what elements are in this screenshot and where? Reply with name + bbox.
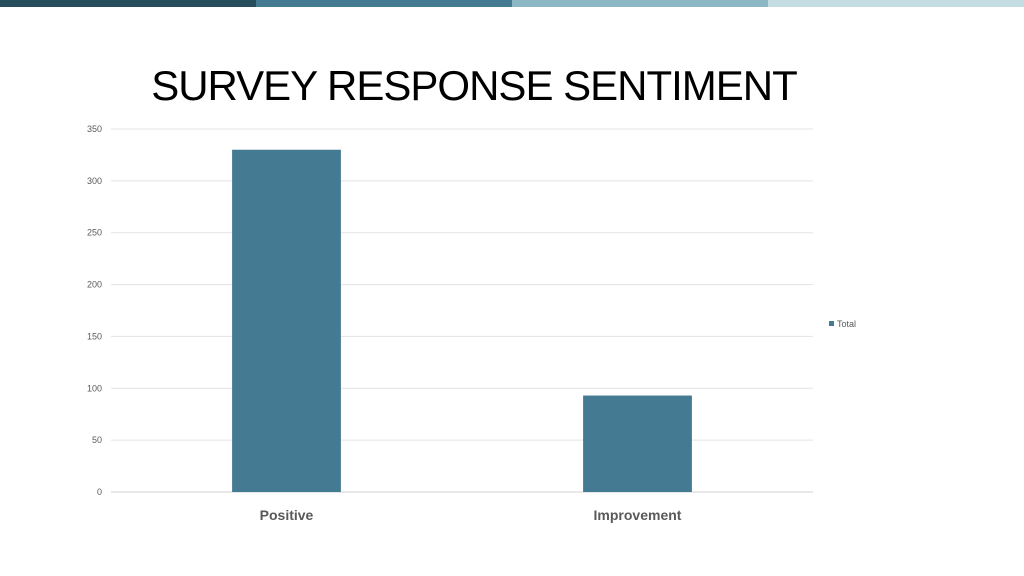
accent-segment-2	[256, 0, 512, 7]
x-category-label: Improvement	[594, 507, 682, 523]
y-tick-label: 300	[87, 176, 102, 186]
y-tick-label: 100	[87, 383, 102, 393]
y-tick-label: 200	[87, 280, 102, 290]
gridlines	[111, 128, 813, 493]
x-axis-category-labels: Positive Improvement	[260, 507, 682, 523]
y-tick-label: 50	[92, 435, 102, 445]
legend-swatch	[829, 321, 834, 326]
bar	[232, 149, 341, 492]
y-axis-tick-labels: 0 50 100 150 200 250 300 350	[87, 124, 102, 497]
y-tick-label: 250	[87, 228, 102, 238]
accent-segment-1	[0, 0, 256, 7]
chart-title: SURVEY RESPONSE SENTIMENT	[151, 62, 798, 109]
bars	[232, 149, 692, 492]
accent-segment-3	[512, 0, 768, 7]
top-accent-bar	[0, 0, 1024, 7]
y-tick-label: 0	[97, 487, 102, 497]
y-tick-label: 350	[87, 124, 102, 134]
legend-label: Total	[837, 319, 856, 329]
legend: Total	[829, 319, 856, 329]
x-category-label: Positive	[260, 507, 314, 523]
accent-segment-4	[768, 0, 1024, 7]
y-tick-label: 150	[87, 331, 102, 341]
bar	[583, 395, 692, 492]
